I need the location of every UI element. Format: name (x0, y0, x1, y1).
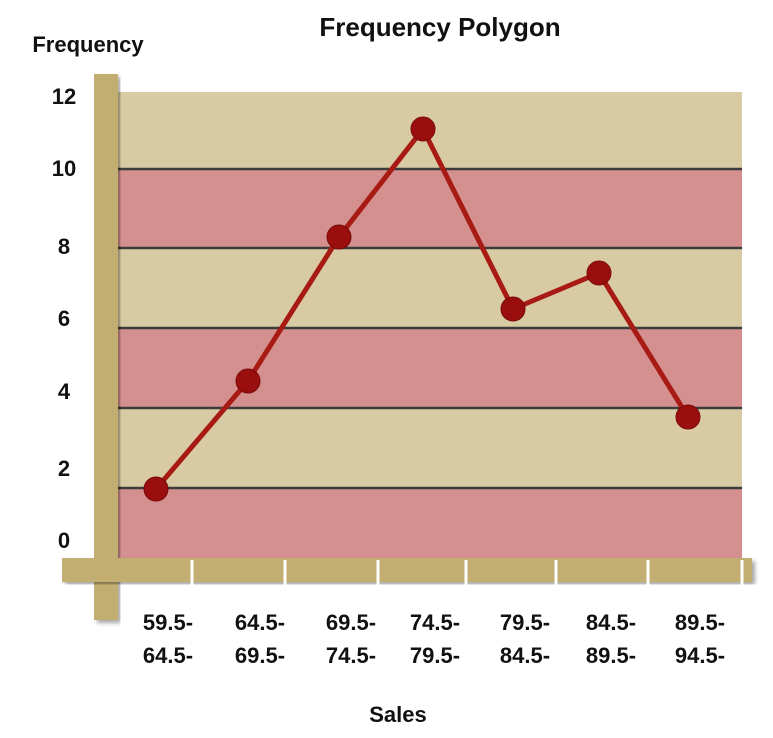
series-markers (143, 116, 701, 502)
x-tick-label: 84.5- (586, 610, 636, 635)
data-point (586, 260, 612, 286)
plot-band (118, 488, 742, 558)
y-axis-title: Frequency (32, 32, 144, 57)
x-tick-label: 59.5- (143, 610, 193, 635)
y-tick-label: 0 (58, 528, 70, 553)
data-point (410, 116, 436, 142)
plot-band (118, 169, 742, 248)
y-tick-label: 12 (52, 84, 76, 109)
x-tick-label: 69.5- (235, 643, 285, 668)
x-tick-label: 94.5- (675, 643, 725, 668)
x-tick-label: 69.5- (326, 610, 376, 635)
plot-band (118, 408, 742, 488)
x-tick-label: 79.5- (500, 610, 550, 635)
x-axis-bar (62, 558, 752, 582)
y-tick-label: 2 (58, 456, 70, 481)
data-point (143, 476, 169, 502)
data-point (675, 404, 701, 430)
data-point (235, 368, 261, 394)
x-tick-label: 74.5- (326, 643, 376, 668)
y-tick-label: 10 (52, 156, 76, 181)
chart-title: Frequency Polygon (319, 12, 560, 42)
plot-band (118, 248, 742, 328)
x-tick-label: 84.5- (500, 643, 550, 668)
x-tick-label: 64.5- (143, 643, 193, 668)
x-tick-label: 64.5- (235, 610, 285, 635)
data-point (500, 296, 526, 322)
x-tick-label: 79.5- (410, 643, 460, 668)
y-tick-label: 6 (58, 306, 70, 331)
y-tick-label: 8 (58, 234, 70, 259)
x-tick-label: 89.5- (586, 643, 636, 668)
axes (62, 74, 752, 620)
plot-band (118, 328, 742, 408)
y-axis-bar (94, 74, 118, 620)
x-axis-ticks: 59.5- 64.5- 64.5- 69.5- 69.5- 74.5- 74.5- 79.5-… (143, 610, 725, 668)
y-tick-label: 4 (58, 379, 71, 404)
plot-background (118, 92, 742, 558)
y-axis-ticks: 0 2 4 6 8 10 12 (52, 84, 76, 553)
data-point (326, 224, 352, 250)
x-tick-label: 74.5- (410, 610, 460, 635)
x-axis-dividers (190, 560, 744, 596)
x-axis-title: Sales (369, 702, 427, 727)
x-tick-label: 89.5- (675, 610, 725, 635)
